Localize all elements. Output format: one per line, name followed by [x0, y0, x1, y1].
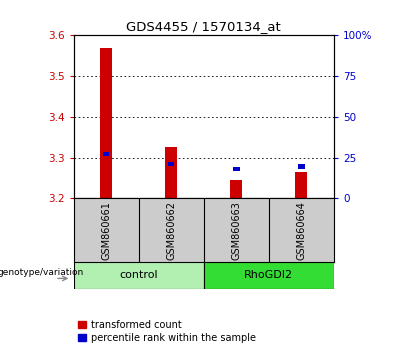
Text: RhoGDI2: RhoGDI2: [244, 270, 293, 280]
Bar: [168, 162, 174, 166]
Legend: transformed count, percentile rank within the sample: transformed count, percentile rank withi…: [79, 320, 256, 343]
Text: control: control: [119, 270, 158, 280]
Bar: [165, 147, 177, 198]
Title: GDS4455 / 1570134_at: GDS4455 / 1570134_at: [126, 20, 281, 33]
Bar: [298, 165, 304, 169]
Bar: [231, 180, 242, 198]
FancyBboxPatch shape: [204, 262, 334, 289]
Bar: [296, 172, 307, 198]
Text: genotype/variation: genotype/variation: [0, 268, 84, 276]
Bar: [100, 48, 112, 198]
Bar: [233, 167, 239, 171]
Text: GSM860662: GSM860662: [166, 201, 176, 259]
Text: GSM860661: GSM860661: [101, 201, 111, 259]
Text: GSM860663: GSM860663: [231, 201, 241, 259]
FancyBboxPatch shape: [74, 262, 204, 289]
Bar: [103, 152, 109, 156]
Text: GSM860664: GSM860664: [297, 201, 306, 259]
